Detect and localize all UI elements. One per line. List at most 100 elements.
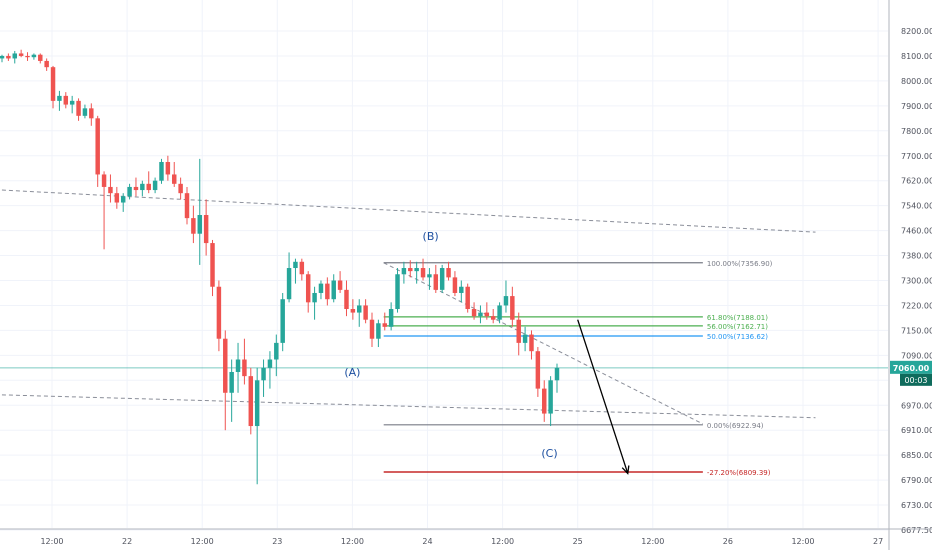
candle[interactable]	[554, 363, 560, 393]
candle[interactable]	[484, 302, 490, 320]
candle[interactable]	[216, 280, 222, 352]
candle[interactable]	[427, 268, 432, 290]
candle[interactable]	[548, 376, 553, 427]
candle[interactable]	[433, 264, 439, 293]
candle[interactable]	[210, 239, 215, 297]
candle[interactable]	[203, 199, 209, 256]
candle[interactable]	[146, 171, 151, 194]
candle[interactable]	[452, 271, 458, 297]
candle[interactable]	[152, 177, 158, 194]
candle[interactable]	[318, 280, 324, 300]
candle[interactable]	[535, 347, 541, 397]
candle[interactable]	[350, 299, 356, 320]
candle[interactable]	[382, 312, 387, 331]
candle[interactable]	[63, 92, 69, 109]
candle[interactable]	[325, 277, 330, 306]
candle[interactable]	[344, 280, 349, 317]
candle[interactable]	[401, 261, 407, 284]
candle[interactable]	[299, 258, 305, 281]
candle[interactable]	[510, 286, 515, 327]
fib-retracement[interactable]: 100.00%(7356.90) 61.80%(7188.01)56.00%(71…	[383, 260, 773, 477]
candle[interactable]	[57, 90, 62, 111]
candle[interactable]	[197, 158, 202, 265]
candle[interactable]	[133, 177, 139, 197]
candle[interactable]	[490, 309, 496, 324]
candle[interactable]	[414, 261, 419, 284]
candle-body	[120, 196, 126, 203]
candle[interactable]	[184, 186, 190, 225]
candle[interactable]	[159, 158, 164, 184]
candle[interactable]	[0, 54, 5, 63]
candle[interactable]	[69, 95, 75, 114]
candle[interactable]	[542, 380, 547, 422]
candle[interactable]	[459, 280, 464, 303]
candle[interactable]	[12, 50, 17, 64]
candle[interactable]	[235, 342, 241, 393]
candle[interactable]	[408, 260, 413, 278]
candle[interactable]	[446, 261, 451, 281]
candle[interactable]	[191, 205, 196, 244]
candle[interactable]	[261, 359, 266, 397]
candle[interactable]	[95, 115, 100, 187]
candle[interactable]	[140, 180, 145, 197]
candle[interactable]	[369, 312, 375, 348]
candle[interactable]	[522, 326, 528, 352]
candle[interactable]	[439, 264, 445, 293]
candle-body	[242, 359, 247, 377]
time-axis[interactable]: 12:00 22 12:00 23 12:00 24 12:00 25 12:00 26 12:00…	[0, 528, 932, 546]
candle[interactable]	[6, 53, 11, 61]
candle[interactable]	[357, 299, 362, 327]
candle[interactable]	[305, 271, 311, 313]
candle[interactable]	[178, 177, 183, 200]
candle[interactable]	[108, 174, 113, 203]
candle[interactable]	[267, 351, 273, 389]
candle-body	[95, 118, 100, 175]
price-axis[interactable]: 8200.00 8100.00 8000.00 7900.00 7800.00 7700.…	[888, 0, 932, 550]
candle-body	[248, 376, 254, 427]
candle[interactable]	[465, 283, 470, 313]
candle[interactable]	[229, 359, 234, 422]
candle[interactable]	[82, 104, 88, 119]
candle[interactable]	[242, 338, 247, 385]
candle[interactable]	[223, 330, 228, 431]
candle[interactable]	[331, 274, 336, 303]
candle[interactable]	[529, 330, 534, 360]
candle[interactable]	[376, 319, 381, 348]
candle-body	[369, 319, 375, 339]
candle[interactable]	[516, 312, 521, 356]
price-tick-label: 8000.00	[901, 77, 932, 86]
candle[interactable]	[286, 252, 292, 303]
candle[interactable]	[172, 161, 177, 187]
candle[interactable]	[478, 305, 483, 324]
candle[interactable]	[337, 271, 343, 293]
candle[interactable]	[38, 53, 43, 64]
candle[interactable]	[31, 53, 37, 60]
candle[interactable]	[89, 103, 94, 126]
candle[interactable]	[254, 367, 260, 485]
candle[interactable]	[120, 193, 126, 212]
candle[interactable]	[471, 302, 477, 320]
candle[interactable]	[293, 258, 298, 284]
candle[interactable]	[127, 183, 132, 200]
candlesticks[interactable]	[0, 49, 560, 485]
candle[interactable]	[165, 155, 171, 181]
candle[interactable]	[274, 334, 279, 377]
candle[interactable]	[363, 299, 368, 324]
candle[interactable]	[50, 65, 56, 109]
candle[interactable]	[395, 268, 400, 313]
candle[interactable]	[76, 98, 81, 121]
candle[interactable]	[18, 49, 24, 58]
candle[interactable]	[248, 367, 254, 435]
candle-body	[197, 215, 202, 234]
candle[interactable]	[497, 302, 502, 324]
candle[interactable]	[114, 186, 120, 209]
candle[interactable]	[101, 171, 107, 250]
candle[interactable]	[312, 286, 317, 320]
candle[interactable]	[503, 280, 509, 313]
candle[interactable]	[280, 292, 285, 352]
candle[interactable]	[388, 302, 394, 331]
candle[interactable]	[44, 58, 49, 71]
candle[interactable]	[420, 258, 426, 281]
candle[interactable]	[25, 52, 30, 61]
